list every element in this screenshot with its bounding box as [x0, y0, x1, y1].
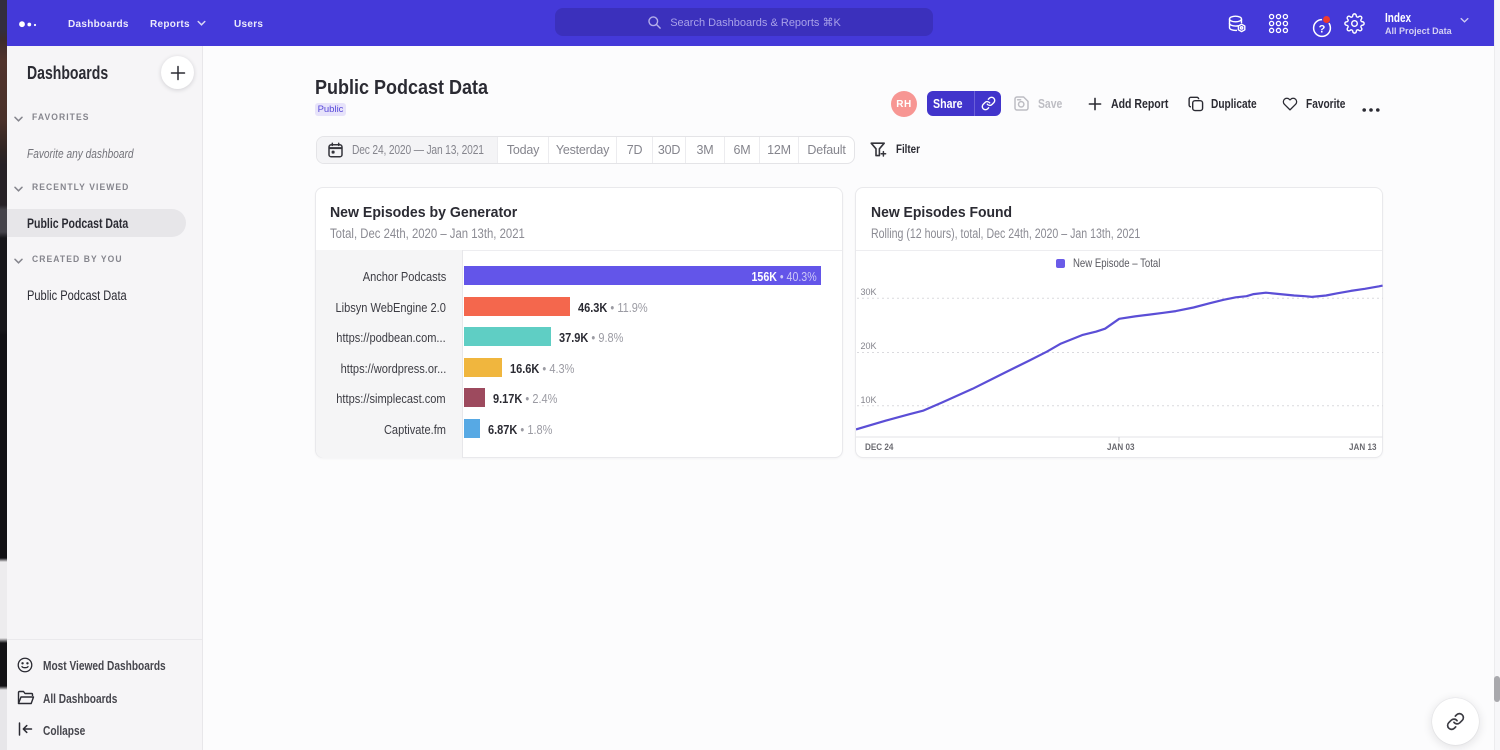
svg-text:?: ? — [1319, 23, 1326, 35]
